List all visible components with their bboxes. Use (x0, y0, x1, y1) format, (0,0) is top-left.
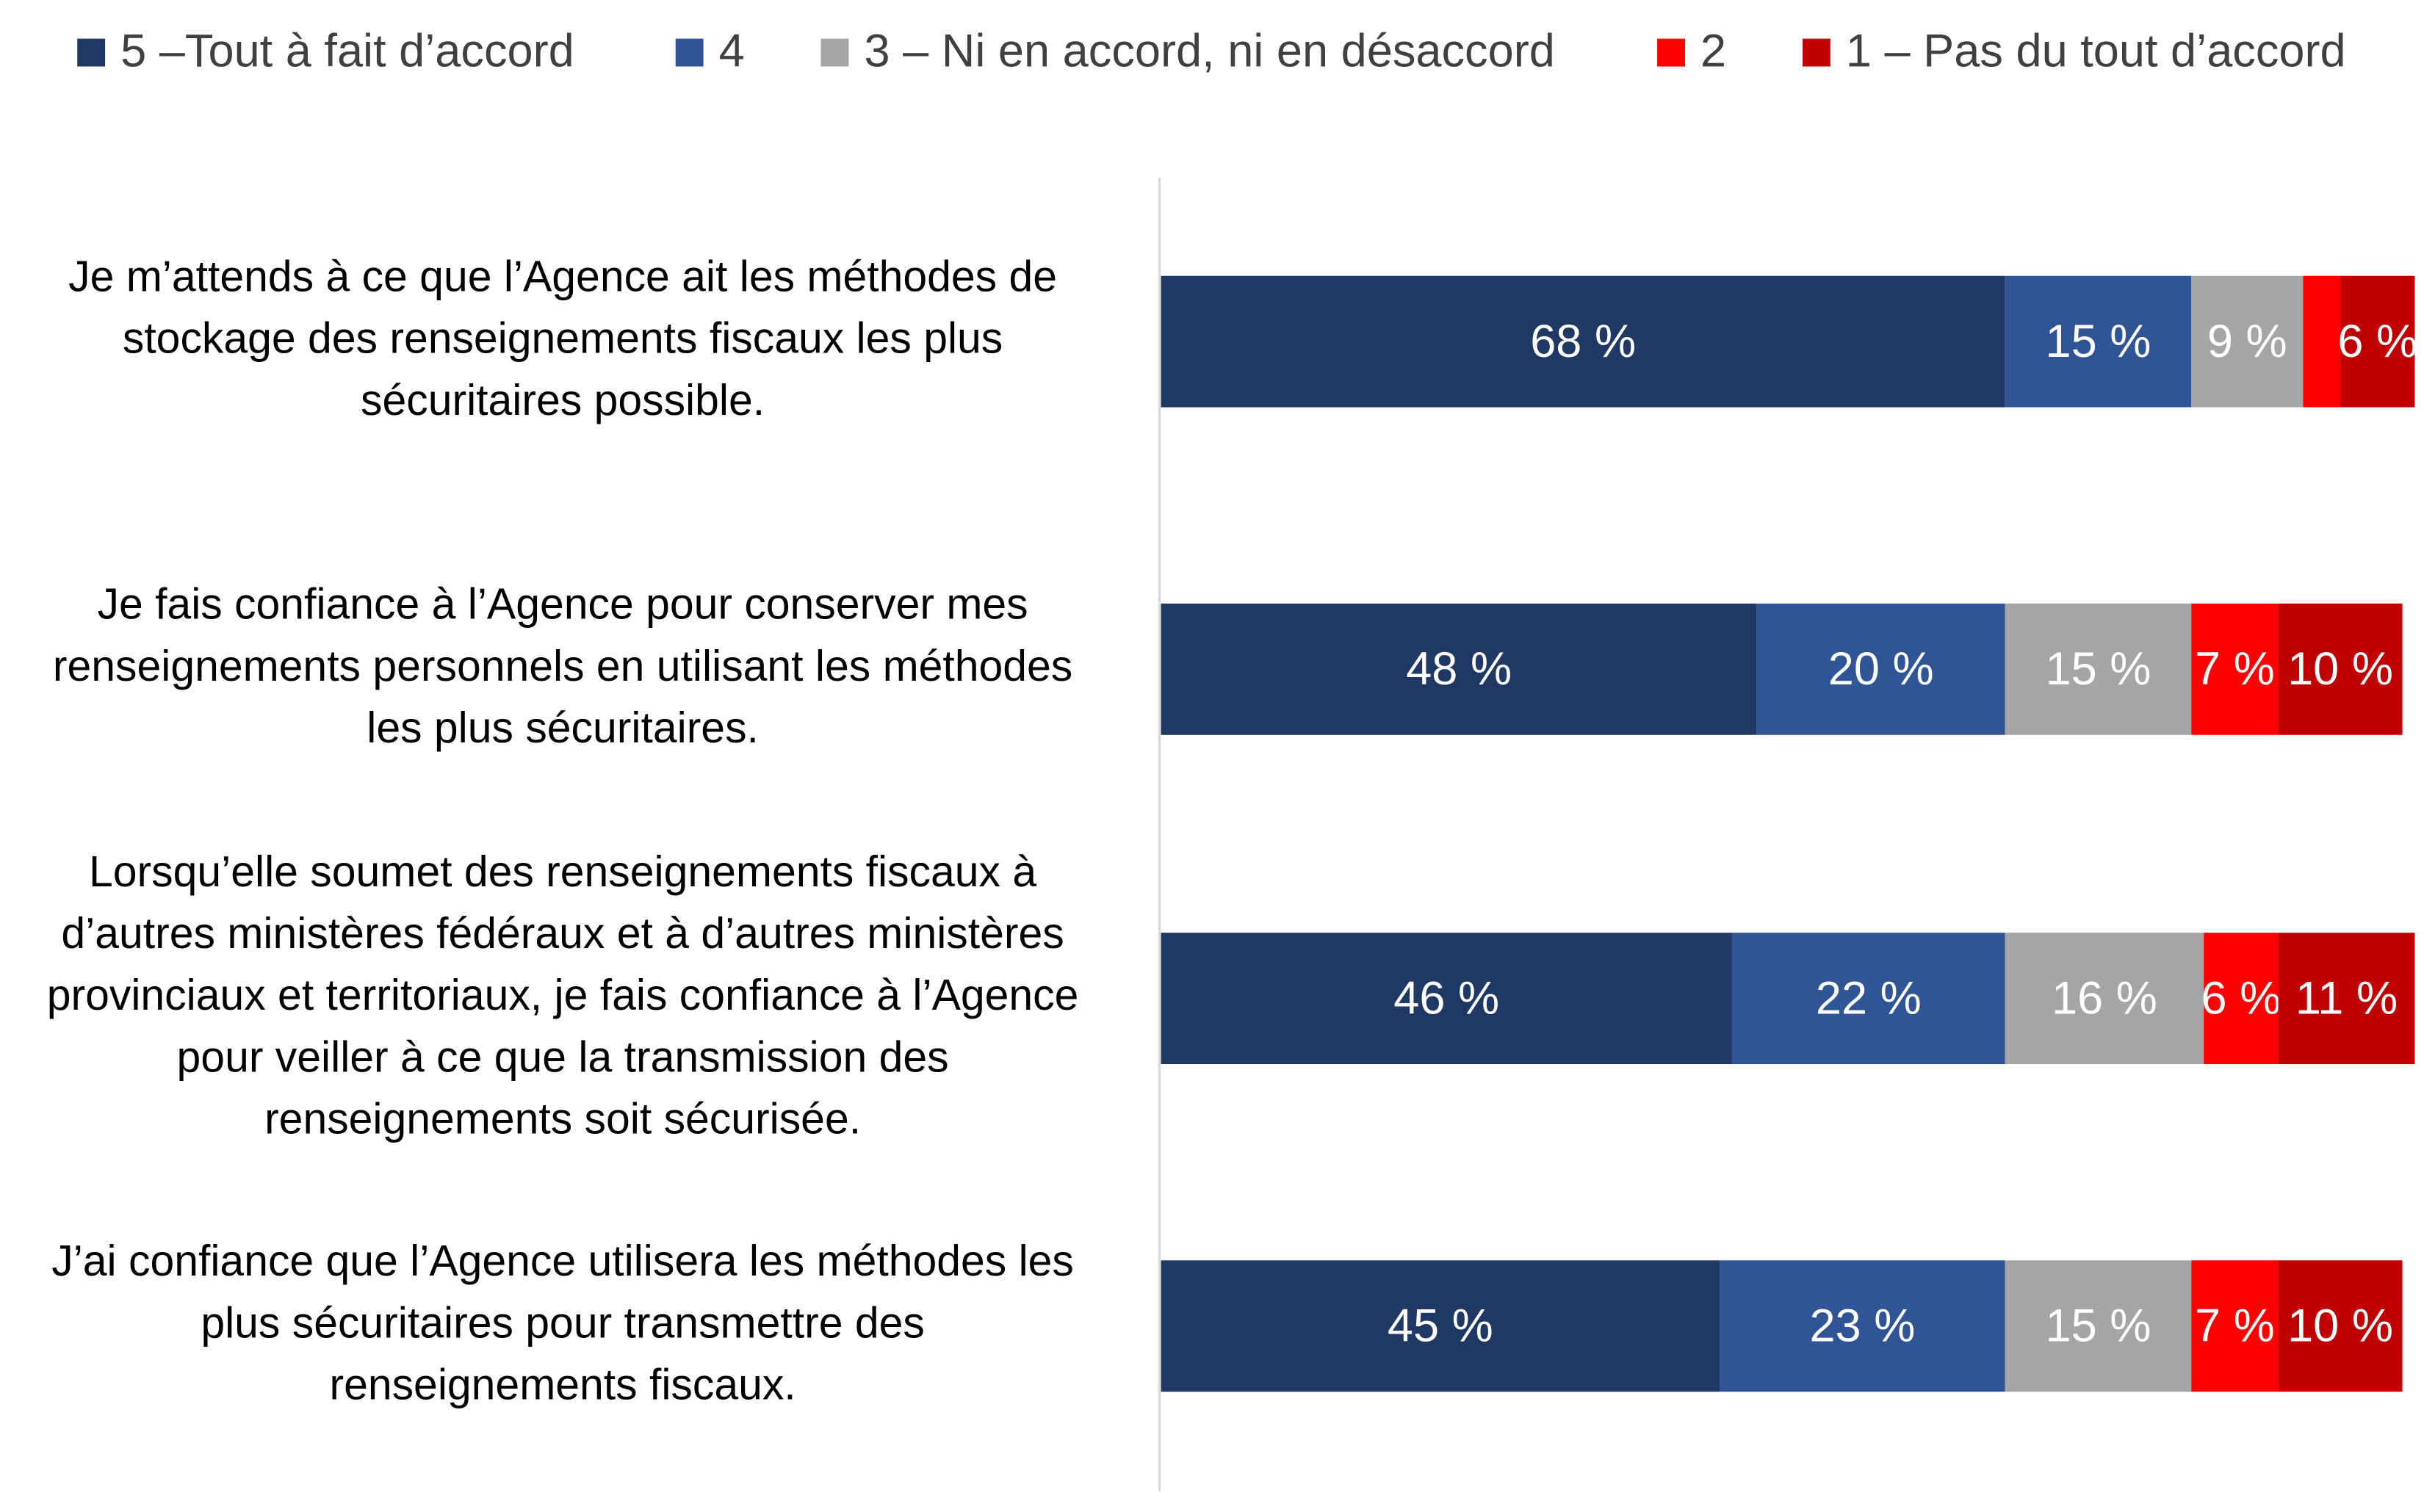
legend-label: 4 (719, 25, 745, 76)
legend-swatch (77, 38, 106, 67)
legend-swatch (1802, 38, 1830, 67)
category-label: pour veiller à ce que la transmission de… (177, 1033, 949, 1081)
bar-segment (1161, 603, 1757, 735)
category-label: renseignements fiscaux. (329, 1361, 796, 1409)
data-label: 46 % (1393, 972, 1499, 1024)
bar-segment (2278, 933, 2415, 1065)
category-label: stockage des renseignements fiscaux les … (123, 315, 1003, 363)
category-label: les plus sécuritaires. (367, 704, 759, 752)
bar-segment (2191, 1260, 2279, 1392)
bar-segment (1161, 275, 2005, 408)
bar-segment (2191, 275, 2304, 408)
data-label: 48 % (1406, 643, 1512, 695)
data-label: 6 % (2337, 316, 2417, 367)
data-label: 10 % (2287, 643, 2393, 695)
bar-segment (2005, 275, 2192, 408)
category-label: Lorsqu’elle soumet des renseignements fi… (89, 848, 1036, 896)
bar-segment (2005, 1260, 2192, 1392)
legend-swatch (1657, 38, 1686, 67)
data-label: 7 % (2195, 643, 2275, 695)
bar-segment (2278, 603, 2403, 735)
category-label: plus sécuritaires pour transmettre des (201, 1299, 924, 1347)
legend-swatch (820, 38, 849, 67)
data-label: 11 % (2295, 972, 2398, 1024)
data-label: 9 % (2207, 316, 2287, 367)
category-label: renseignements soit sécurisée. (264, 1096, 861, 1143)
data-label: 15 % (2046, 643, 2151, 695)
category-label: provinciaux et territoriaux, je fais con… (47, 972, 1079, 1019)
legend-label: 5 –Tout à fait d’accord (120, 25, 574, 76)
legend-label: 3 – Ni en accord, ni en désaccord (864, 25, 1554, 76)
bar-segment (1756, 603, 2005, 735)
legend-label: 1 – Pas du tout d’accord (1846, 25, 2346, 76)
category-label: renseignements personnels en utilisant l… (53, 643, 1072, 690)
data-label: 68 % (1530, 316, 1636, 367)
category-label: Je m’attends à ce que l’Agence ait les m… (68, 253, 1057, 301)
bar-segment (1161, 1260, 1720, 1392)
bar-segment (2204, 933, 2279, 1065)
bar-segment (2005, 603, 2192, 735)
data-label: 15 % (2046, 1301, 2151, 1352)
bar-segment (2191, 603, 2279, 735)
bar-segment (1720, 1260, 2005, 1392)
category-label: sécuritaires possible. (361, 377, 765, 424)
data-label: 10 % (2287, 1301, 2393, 1352)
data-label: 20 % (1828, 643, 1934, 695)
category-label: d’autres ministères fédéraux et à d’autr… (61, 910, 1064, 958)
bar-segment (1161, 933, 1732, 1065)
bar-segment (2005, 933, 2204, 1065)
bar-segment (2303, 275, 2341, 408)
legend-label: 2 (1700, 25, 1726, 76)
data-label: 45 % (1388, 1301, 1493, 1352)
data-label: 15 % (2046, 316, 2151, 367)
category-label: J’ai confiance que l’Agence utilisera le… (51, 1237, 1074, 1285)
data-label: 16 % (2052, 972, 2157, 1024)
data-label: 23 % (1809, 1301, 1915, 1352)
bar-segment (1731, 933, 2005, 1065)
bar-segment (2278, 1260, 2403, 1392)
category-label: Je fais confiance à l’Agence pour conser… (97, 581, 1028, 629)
data-label: 6 % (2201, 972, 2281, 1024)
legend-swatch (675, 38, 704, 67)
data-label: 22 % (1816, 972, 1922, 1024)
bar-segment (2340, 275, 2415, 408)
data-label: 7 % (2195, 1301, 2275, 1352)
